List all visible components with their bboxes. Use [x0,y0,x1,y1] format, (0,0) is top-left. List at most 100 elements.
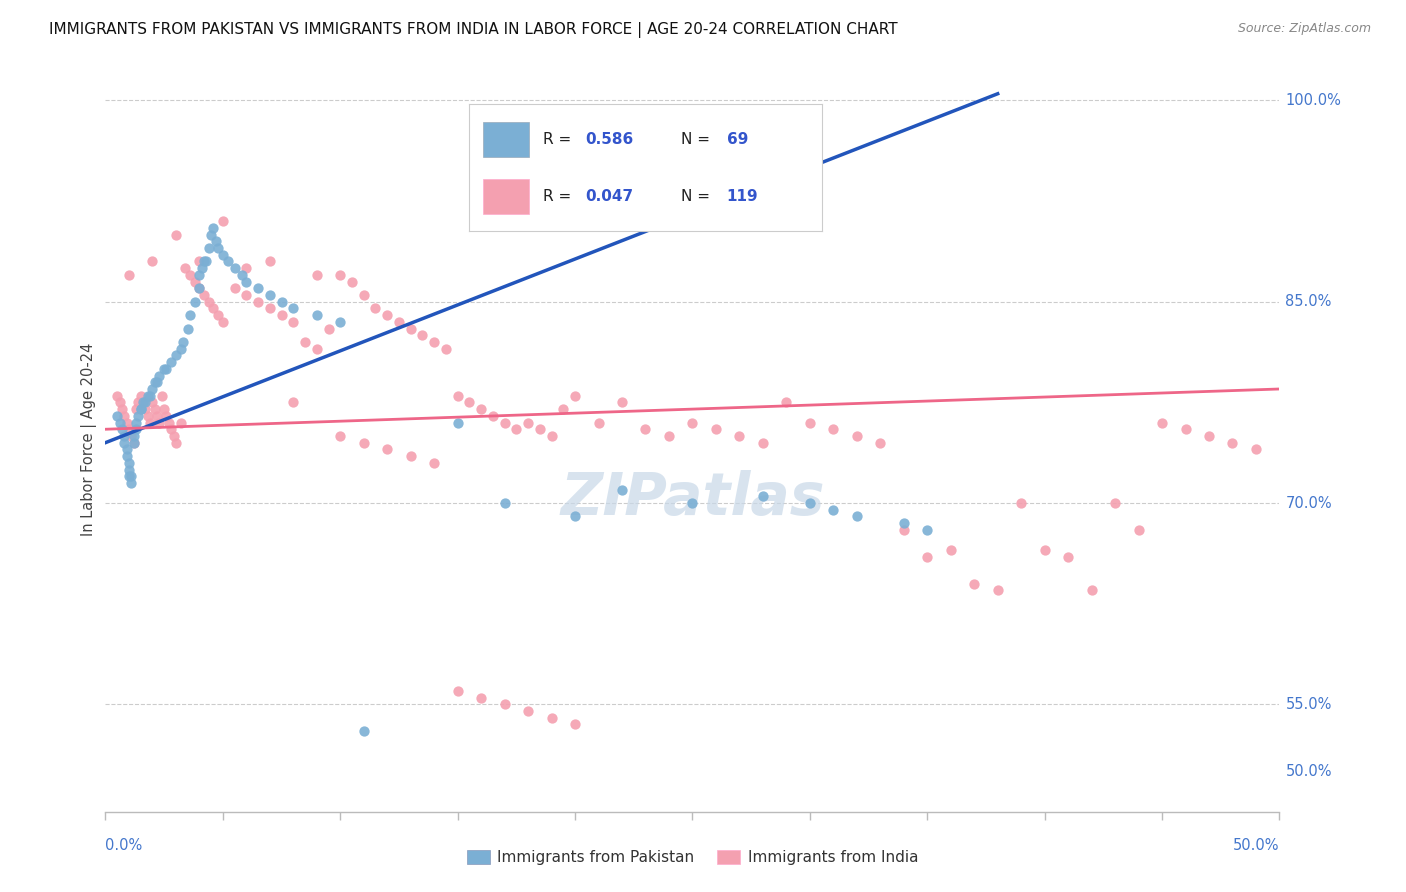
Point [893,523,915,537]
Point [129,402,152,417]
Text: 0.586: 0.586 [586,132,634,147]
Point [157,416,180,430]
Point [122,435,145,450]
Y-axis label: In Labor Force | Age 20-24: In Labor Force | Age 20-24 [82,343,97,536]
Point [224,261,246,276]
Point [353,724,375,739]
Point [917,549,939,564]
Point [108,416,131,430]
Point [399,321,422,335]
Point [202,301,225,316]
Point [318,321,340,335]
Point [1128,523,1150,537]
Text: ZIPatlas: ZIPatlas [560,470,825,527]
Point [118,469,141,483]
Point [202,221,225,235]
Point [224,281,246,295]
Text: IMMIGRANTS FROM PAKISTAN VS IMMIGRANTS FROM INDIA IN LABOR FORCE | AGE 20-24 COR: IMMIGRANTS FROM PAKISTAN VS IMMIGRANTS F… [49,22,898,38]
Point [118,268,141,282]
Point [193,288,215,302]
Point [115,449,138,463]
Point [247,281,270,295]
Point [799,496,821,510]
Point [987,583,1010,598]
Point [231,268,253,282]
Point [447,389,470,403]
Point [634,422,657,436]
Point [1150,416,1173,430]
Point [155,409,177,423]
Point [505,422,527,436]
Point [329,268,352,282]
Point [105,389,128,403]
Point [259,301,281,316]
Text: 100.0%: 100.0% [1285,93,1341,108]
Point [353,435,375,450]
Point [211,315,233,329]
Point [305,342,328,356]
Text: 70.0%: 70.0% [1285,496,1331,510]
Point [423,456,446,470]
Point [259,288,281,302]
Point [136,409,159,423]
Point [160,355,183,369]
Point [176,321,198,335]
Point [447,684,470,698]
Point [235,261,257,276]
Point [305,308,328,322]
Point [162,429,184,443]
Point [190,261,212,276]
Point [153,402,176,417]
Point [127,409,149,423]
Text: Source: ZipAtlas.com: Source: ZipAtlas.com [1237,22,1371,36]
Point [118,422,141,436]
Point [610,395,633,409]
Point [115,442,138,457]
Point [482,409,505,423]
Point [540,429,562,443]
Point [160,422,183,436]
Point [129,402,152,417]
Point [125,416,148,430]
Text: 0.047: 0.047 [586,189,634,204]
Point [143,376,166,390]
Point [564,509,586,524]
Point [259,254,281,268]
Point [183,294,205,309]
Point [179,268,201,282]
Point [125,422,148,436]
Point [1222,435,1244,450]
Point [127,395,149,409]
Point [411,328,433,343]
Point [1244,442,1267,457]
Point [447,416,470,430]
Point [122,429,145,443]
Legend: Immigrants from Pakistan, Immigrants from India: Immigrants from Pakistan, Immigrants fro… [461,844,924,871]
Point [1010,496,1032,510]
Point [112,409,135,423]
Point [1057,549,1080,564]
Point [122,435,145,450]
Point [146,409,169,423]
Point [283,395,305,409]
Point [682,496,704,510]
Point [470,402,492,417]
Point [917,523,939,537]
Point [183,275,205,289]
Point [845,509,868,524]
Point [752,435,775,450]
Point [823,422,845,436]
Point [704,422,727,436]
Point [823,502,845,516]
Point [517,704,540,718]
Point [112,435,135,450]
Point [270,294,292,309]
Point [939,543,962,558]
Text: 85.0%: 85.0% [1285,294,1331,310]
Point [494,496,516,510]
Point [588,416,610,430]
Bar [484,122,529,157]
Point [329,315,352,329]
Point [204,235,226,249]
Point [111,402,134,417]
